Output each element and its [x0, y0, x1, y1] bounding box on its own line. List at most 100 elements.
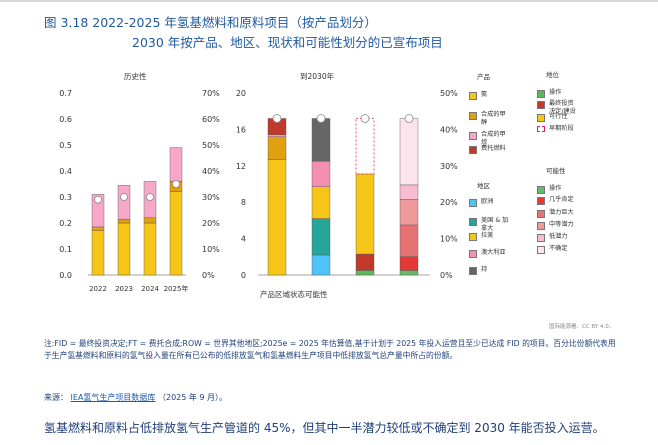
right-y2tick-label: 20%	[440, 198, 458, 207]
left-ytick-label: 0.6	[59, 115, 72, 124]
legend-swatch	[469, 250, 477, 258]
right-y2tick-label: 50%	[440, 89, 458, 98]
legend-item-status: 可行性	[537, 113, 568, 122]
left-xtick-label: 2025年	[164, 284, 189, 293]
left-y2tick-label: 60%	[202, 115, 220, 124]
legend-swatch	[537, 222, 545, 230]
left-ytick-label: 0.5	[59, 141, 72, 150]
figure-title-line1: 图 3.18 2022-2025 年氢基燃料和原料项目（按产品划分）	[44, 15, 377, 30]
legend-label: 早期阶段	[549, 125, 574, 132]
legend-label: 欧洲	[481, 198, 494, 205]
legend-item-region: 美国 & 加拿大	[469, 217, 509, 233]
legend-swatch	[469, 132, 477, 140]
legend-label: 中等潜力	[549, 221, 574, 228]
left-bar-segment	[91, 194, 105, 228]
legend-label: 潜力巨大	[549, 209, 574, 216]
credit: 国际能源署。CC BY 4.0。	[549, 324, 615, 330]
left-ytick-label: 0.2	[59, 219, 72, 228]
right-ytick-label: 12	[236, 162, 246, 171]
left-bar-segment	[169, 191, 183, 276]
right-bar-segment	[399, 118, 419, 186]
left-xtick-label: 2023	[115, 285, 133, 293]
right-bar-segment	[399, 224, 419, 257]
legend-item-region: 拉美	[469, 232, 493, 241]
right-ytick-label: 0	[241, 271, 246, 280]
legend-item-status: 操作	[537, 89, 561, 98]
right-bar-segment	[355, 253, 375, 271]
legend-label: 最终投资决定/建设	[549, 100, 576, 115]
legend-item-likelihood: 潜力巨大	[537, 209, 574, 218]
legend-item-product: 氨	[469, 91, 487, 100]
right-ytick-label: 8	[241, 198, 246, 207]
legend-swatch	[537, 246, 545, 254]
right-bar-early-stage	[355, 118, 375, 175]
legend-swatch	[537, 186, 545, 194]
legend-item-product: 合成的甲醇	[469, 111, 509, 127]
legend-swatch	[537, 90, 545, 98]
source-link[interactable]: IEA氢气生产项目数据库	[70, 393, 156, 402]
legend-status-title: 地位	[546, 71, 559, 79]
left-ytick-label: 0.1	[59, 245, 72, 254]
left-share-marker	[120, 193, 128, 201]
right-y2tick-label: 30%	[440, 162, 458, 171]
left-y2tick-label: 70%	[202, 89, 220, 98]
left-y2tick-label: 10%	[202, 245, 220, 254]
legend-swatch	[537, 234, 545, 242]
legend-label: 低潜力	[549, 233, 568, 240]
right-ytick-label: 4	[241, 235, 246, 244]
left-chart-title: 历史性	[124, 72, 147, 81]
right-bar-segment	[311, 118, 331, 162]
footer-text: 氢基燃料和原料占低排放氢气生产管道的 45%，但其中一半潜力较低或不确定到 20…	[44, 421, 605, 435]
legend-label: 澳大利亚	[481, 249, 506, 256]
legend-label: 可行性	[549, 113, 568, 120]
left-y2tick-label: 30%	[202, 193, 220, 202]
notes: 注:FID = 最终投资决定;FT = 费托合成;ROW = 世界其他地区;20…	[44, 339, 616, 360]
left-bar-segment	[169, 147, 183, 182]
legend-item-region: 欧洲	[469, 198, 493, 207]
legend-item-likelihood: 中等潜力	[537, 221, 574, 230]
legend-swatch	[537, 126, 545, 132]
right-share-marker	[272, 114, 282, 123]
legend-label: 费托燃料	[481, 145, 506, 152]
left-ytick-label: 0.0	[59, 271, 72, 280]
right-bar-segment	[267, 136, 287, 160]
right-bar-segment	[399, 184, 419, 200]
left-ytick-label: 0.7	[59, 89, 72, 98]
legend-label: 合成的甲烷	[481, 131, 506, 146]
legend-swatch	[537, 197, 545, 205]
right-share-marker	[316, 114, 326, 123]
left-bar-segment	[117, 185, 131, 220]
right-bar-segment	[399, 199, 419, 226]
left-share-marker	[146, 193, 154, 201]
left-y2tick-label: 40%	[202, 167, 220, 176]
left-bar-segment	[91, 226, 105, 231]
legend-item-status: 最终投资决定/建设	[537, 100, 577, 116]
right-y2tick-label: 40%	[440, 125, 458, 134]
top-rule	[0, 0, 658, 2]
left-y2tick-label: 0%	[202, 271, 215, 280]
source-label: 来源：	[44, 393, 68, 402]
legend-swatch	[469, 146, 477, 154]
right-bar-segment	[399, 256, 419, 271]
right-bar-segment	[399, 270, 419, 276]
legend-swatch	[469, 92, 477, 100]
left-share-marker	[94, 195, 102, 204]
legend-item-product: 合成的甲烷	[469, 131, 509, 147]
legend-item-likelihood: 操作	[537, 185, 561, 194]
legend-item-region: 持	[469, 266, 487, 275]
legend-product-title: 产品	[477, 73, 490, 81]
left-bar-segment	[117, 218, 131, 224]
right-share-marker	[360, 114, 370, 123]
legend-region-title: 地区	[477, 182, 490, 190]
legend-swatch	[537, 114, 545, 122]
right-share-marker	[404, 114, 414, 123]
right-bar-segment	[311, 161, 331, 187]
legend-item-status: 早期阶段	[537, 125, 574, 133]
right-chart-xlabel: 产品区域状态可能性	[260, 290, 328, 299]
right-bar-segment	[311, 254, 331, 276]
legend-swatch	[469, 218, 477, 226]
legend-item-region: 澳大利亚	[469, 249, 506, 258]
legend-label: 美国 & 加拿大	[481, 217, 509, 232]
right-bar-segment	[267, 134, 287, 137]
